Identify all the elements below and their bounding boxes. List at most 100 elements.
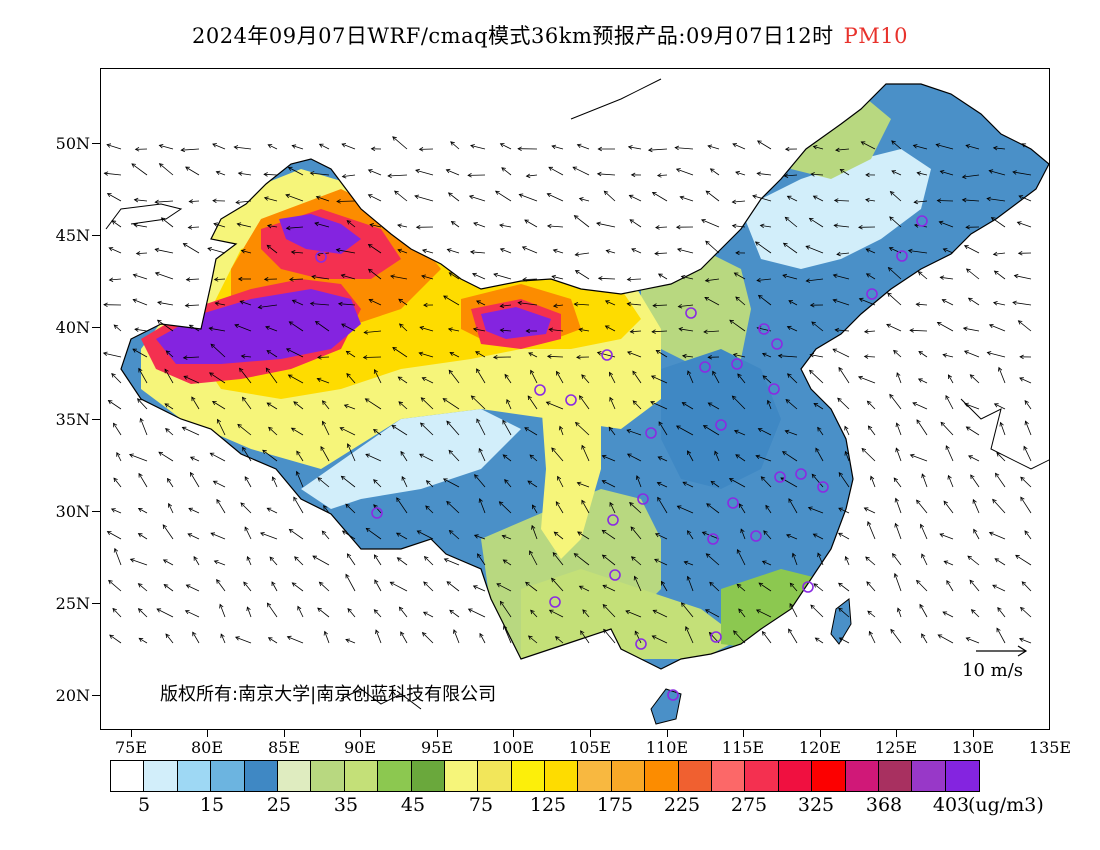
wind-arrowhead	[137, 508, 143, 513]
wind-arrow	[477, 553, 486, 566]
wind-arrowhead	[294, 556, 299, 561]
wind-arrowhead	[185, 166, 190, 171]
wind-arrowhead	[597, 146, 602, 152]
wind-arrowhead	[546, 193, 552, 198]
wind-arrowhead	[156, 319, 162, 324]
wind-arrowhead	[601, 554, 607, 559]
indochina-outline	[340, 688, 422, 710]
wind-arrow	[242, 447, 252, 462]
wind-arrow	[913, 145, 928, 150]
wind-arrow	[392, 136, 408, 150]
wind-arrowhead	[415, 225, 421, 230]
wind-arrowhead	[791, 552, 797, 558]
wind-arrow	[414, 195, 434, 202]
wind-arrowhead	[135, 251, 141, 256]
wind-arrowhead	[479, 632, 484, 638]
wind-arrow	[500, 329, 512, 332]
wind-arrowhead	[608, 426, 613, 432]
wind-arrowhead	[395, 532, 401, 537]
wind-arrow	[767, 400, 772, 410]
wind-arrow	[291, 427, 304, 436]
wind-arrowhead	[418, 351, 424, 357]
wind-arrow	[996, 628, 1006, 644]
wind-arrowhead	[781, 451, 787, 456]
wind-arrowhead	[965, 144, 971, 149]
wind-arrow	[917, 172, 928, 176]
wind-arrowhead	[263, 277, 269, 282]
wind-arrow	[888, 267, 902, 280]
wind-arrow	[838, 607, 850, 618]
wind-arrow	[191, 396, 200, 410]
wind-arrowhead	[1012, 170, 1017, 175]
wind-arrowhead	[609, 371, 614, 377]
wind-arrowhead	[893, 572, 899, 578]
wind-arrow	[602, 604, 616, 618]
wind-arrowhead	[573, 553, 579, 558]
wind-arrow	[648, 148, 668, 151]
wind-arrowhead	[1021, 581, 1027, 586]
wind-arrowhead	[472, 272, 477, 278]
wind-arrowhead	[265, 325, 270, 330]
wind-arrowhead	[470, 144, 475, 149]
wind-arrow	[132, 348, 148, 358]
wind-arrowhead	[838, 607, 843, 613]
wind-arrowhead	[837, 532, 843, 537]
wind-arrowhead	[548, 327, 554, 333]
wind-arrowhead	[756, 277, 761, 283]
wind-arrow	[971, 609, 980, 618]
wind-arrowhead	[894, 522, 899, 528]
wind-arrowhead	[702, 425, 708, 430]
wind-arrow	[185, 304, 200, 307]
wind-arrowhead	[309, 301, 315, 307]
wind-arrow	[604, 190, 616, 202]
wind-arrow	[687, 530, 694, 540]
wind-arrow	[575, 270, 590, 280]
wind-arrowhead	[860, 141, 866, 146]
wind-arrowhead	[525, 581, 530, 587]
wind-arrow	[813, 146, 824, 150]
wind-arrow	[861, 141, 876, 150]
wind-arrowhead	[782, 273, 787, 279]
wind-arrow	[609, 502, 616, 514]
wind-arrowhead	[655, 225, 660, 230]
wind-arrowhead	[478, 498, 483, 503]
wind-arrowhead	[970, 474, 975, 480]
lon-tick	[131, 730, 132, 737]
wind-arrow	[446, 169, 460, 176]
wind-arrow	[605, 300, 616, 306]
wind-arrow	[864, 330, 876, 333]
wind-arrow	[264, 197, 278, 202]
wind-arrow	[136, 252, 148, 254]
wind-arrow	[336, 200, 356, 202]
wind-arrowhead	[446, 581, 452, 586]
wind-arrow	[787, 326, 798, 332]
wind-arrow	[1021, 143, 1032, 150]
wind-arrow	[400, 451, 408, 462]
wind-arrow	[422, 249, 434, 254]
wind-arrow	[603, 629, 616, 644]
wind-arrow	[473, 328, 486, 332]
wind-arrow	[629, 502, 642, 514]
station-marker	[795, 468, 807, 480]
wind-arrow	[580, 630, 590, 644]
wind-arrow	[493, 273, 512, 280]
wind-arrow	[138, 583, 148, 592]
wind-arrowhead	[425, 480, 431, 485]
wind-arrowhead	[992, 145, 998, 151]
wind-arrowhead	[817, 426, 822, 432]
wind-arrow	[235, 636, 252, 644]
wind-arrow	[444, 558, 460, 566]
station-marker	[774, 471, 786, 483]
wind-arrow	[217, 419, 226, 436]
wind-arrowhead	[654, 251, 659, 256]
wind-arrowhead	[236, 222, 242, 227]
wind-arrow	[785, 399, 798, 410]
wind-arrowhead	[836, 251, 841, 257]
wind-arrow	[735, 296, 746, 306]
wind-arrow	[242, 397, 252, 410]
wind-arrowhead	[870, 475, 875, 481]
wind-arrow	[575, 252, 590, 256]
wind-arrowhead	[499, 248, 505, 253]
wind-arrowhead	[246, 606, 251, 612]
wind-arrow	[866, 273, 876, 280]
